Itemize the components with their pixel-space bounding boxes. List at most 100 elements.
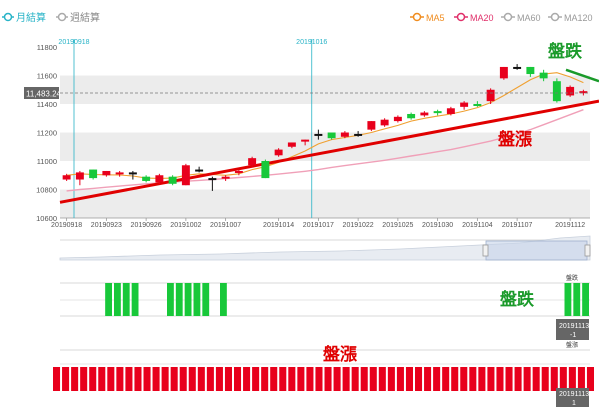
legend-ma20-circle-icon xyxy=(456,12,466,22)
up-signal-bar xyxy=(360,367,368,391)
tab-weekly[interactable]: 週結算 xyxy=(56,11,100,24)
legend-ma5-label: MA5 xyxy=(426,13,445,23)
candle-body xyxy=(62,175,71,180)
candle-body xyxy=(234,170,243,173)
ma20-line xyxy=(66,109,584,192)
up-signal-bar xyxy=(206,367,214,391)
legend-ma60[interactable]: MA60 xyxy=(501,12,541,23)
x-axis: 20190918 20190923 20190926 20191002 20191007… xyxy=(51,218,585,229)
x-tick-label: 20191104 xyxy=(462,222,493,229)
candle-body xyxy=(261,161,270,179)
grid-bands xyxy=(60,47,590,219)
x-tick-label: 20191025 xyxy=(382,222,413,229)
down-signal-bar xyxy=(114,283,121,316)
up-signal-bar xyxy=(116,367,124,391)
tab-monthly-label: 月結算 xyxy=(16,11,46,24)
uptrend-line xyxy=(59,99,599,204)
tab-monthly-circle-icon xyxy=(3,12,13,22)
up-signal-bar xyxy=(496,367,504,391)
x-tick-label: 20190923 xyxy=(91,222,122,229)
ma20-polyline xyxy=(66,109,584,192)
legend-ma60-circle-icon xyxy=(503,12,513,22)
candle-body xyxy=(181,165,190,186)
y-tick-label: 10800 xyxy=(36,186,57,195)
down-signal-bars xyxy=(105,283,589,316)
candle-body xyxy=(473,104,482,106)
up-signal-bars xyxy=(53,367,594,391)
legend-ma120-circle-icon xyxy=(550,12,560,22)
grid-band xyxy=(60,47,590,76)
up-signal-bar xyxy=(215,367,223,391)
legend-ma120-label: MA120 xyxy=(564,13,593,23)
y-tick-label: 11000 xyxy=(37,157,57,166)
up-signal-bar xyxy=(197,367,205,391)
up-signal-bar xyxy=(252,367,260,391)
up-signal-bar xyxy=(469,367,477,391)
grid-band xyxy=(60,132,590,161)
up-signal-bar xyxy=(270,367,278,391)
up-signal-bar xyxy=(125,367,133,391)
grid-band xyxy=(60,161,590,190)
candle-body xyxy=(460,102,469,107)
up-panel-annotation: 盤漲 xyxy=(323,344,358,364)
up-signal-bar xyxy=(306,367,314,391)
range-navigator[interactable] xyxy=(59,235,591,261)
legend-ma120[interactable]: MA120 xyxy=(548,12,593,23)
down-signal-bar xyxy=(122,283,130,316)
down-signal-bar xyxy=(220,283,227,316)
candle-body xyxy=(552,81,561,102)
up-signal-bar xyxy=(188,367,196,391)
up-signal-bar xyxy=(478,367,486,391)
navigator-selection[interactable] xyxy=(485,240,588,261)
down-signal-bar xyxy=(573,283,581,316)
up-signal-bar xyxy=(378,367,386,391)
candle-body xyxy=(407,113,416,119)
up-signal-bar xyxy=(442,367,450,391)
up-signal-bar xyxy=(279,367,287,391)
up-signal-bar xyxy=(324,367,332,391)
x-tick-label: 20190918 xyxy=(51,222,82,229)
y-tick-label: 11400 xyxy=(37,100,57,109)
current-price-tag: 11,483.24 xyxy=(24,87,590,99)
candle-body xyxy=(155,175,164,183)
down-signal-bar xyxy=(167,283,174,316)
navigator-left-handle[interactable] xyxy=(482,244,489,257)
up-signal-bar xyxy=(532,367,540,391)
up-signal-bar xyxy=(170,367,178,391)
up-signal-bar xyxy=(415,367,423,391)
x-tick-label: 20191112 xyxy=(555,222,585,229)
period-marker-label: 20191016 xyxy=(296,39,327,46)
down-panel-tooltip xyxy=(556,319,589,340)
up-signal-bar xyxy=(387,367,395,391)
down-signal-bar xyxy=(202,283,210,316)
legend-ma5[interactable]: MA5 xyxy=(410,12,445,23)
up-signal-bar xyxy=(143,367,151,391)
up-signal-bar xyxy=(342,367,350,391)
down-panel-tooltip-value: -1 xyxy=(570,332,576,339)
down-signal-bar xyxy=(184,283,192,316)
up-signal-bar xyxy=(315,367,323,391)
candle-body xyxy=(354,133,363,136)
candle-body xyxy=(499,66,508,79)
annotation-down-text: 盤跌 xyxy=(548,41,583,61)
candle-body xyxy=(420,112,429,116)
down-signal-bar xyxy=(131,283,139,316)
tab-weekly-circle-icon xyxy=(57,12,67,22)
x-tick-label: 20191017 xyxy=(303,222,334,229)
up-panel-tooltip-date: 20191113 xyxy=(559,391,589,398)
up-signal-bar xyxy=(333,367,341,391)
down-signal-bar xyxy=(105,283,112,316)
candle-body xyxy=(513,66,522,69)
up-signal-bar xyxy=(424,367,432,391)
legend-ma20[interactable]: MA20 xyxy=(454,12,494,23)
candle-body xyxy=(287,142,296,147)
navigator-right-handle[interactable] xyxy=(584,244,591,257)
y-tick-label: 11200 xyxy=(37,129,57,138)
down-signal-panel: 盤跌 盤跌 20191113 -1 xyxy=(60,274,590,340)
legend-ma5-circle-icon xyxy=(412,12,422,22)
candle-body xyxy=(195,169,204,172)
tab-monthly[interactable]: 月結算 xyxy=(2,11,46,24)
candle-body xyxy=(446,108,455,114)
up-signal-bar xyxy=(487,367,495,391)
